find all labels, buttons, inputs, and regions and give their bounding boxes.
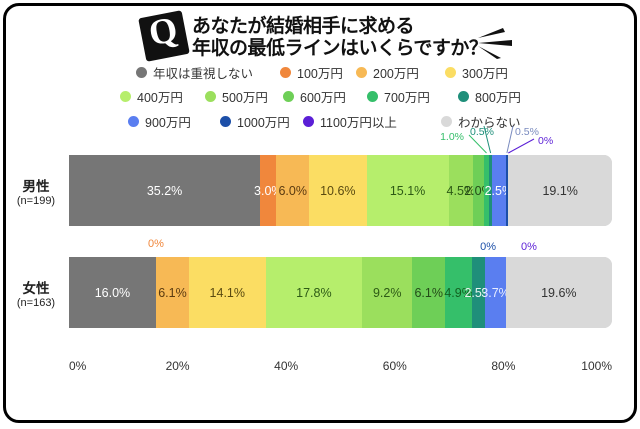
svg-text:0%: 0% bbox=[148, 238, 164, 250]
svg-text:0%: 0% bbox=[480, 241, 496, 253]
svg-text:0%: 0% bbox=[521, 241, 537, 253]
svg-text:0%: 0% bbox=[538, 135, 553, 147]
